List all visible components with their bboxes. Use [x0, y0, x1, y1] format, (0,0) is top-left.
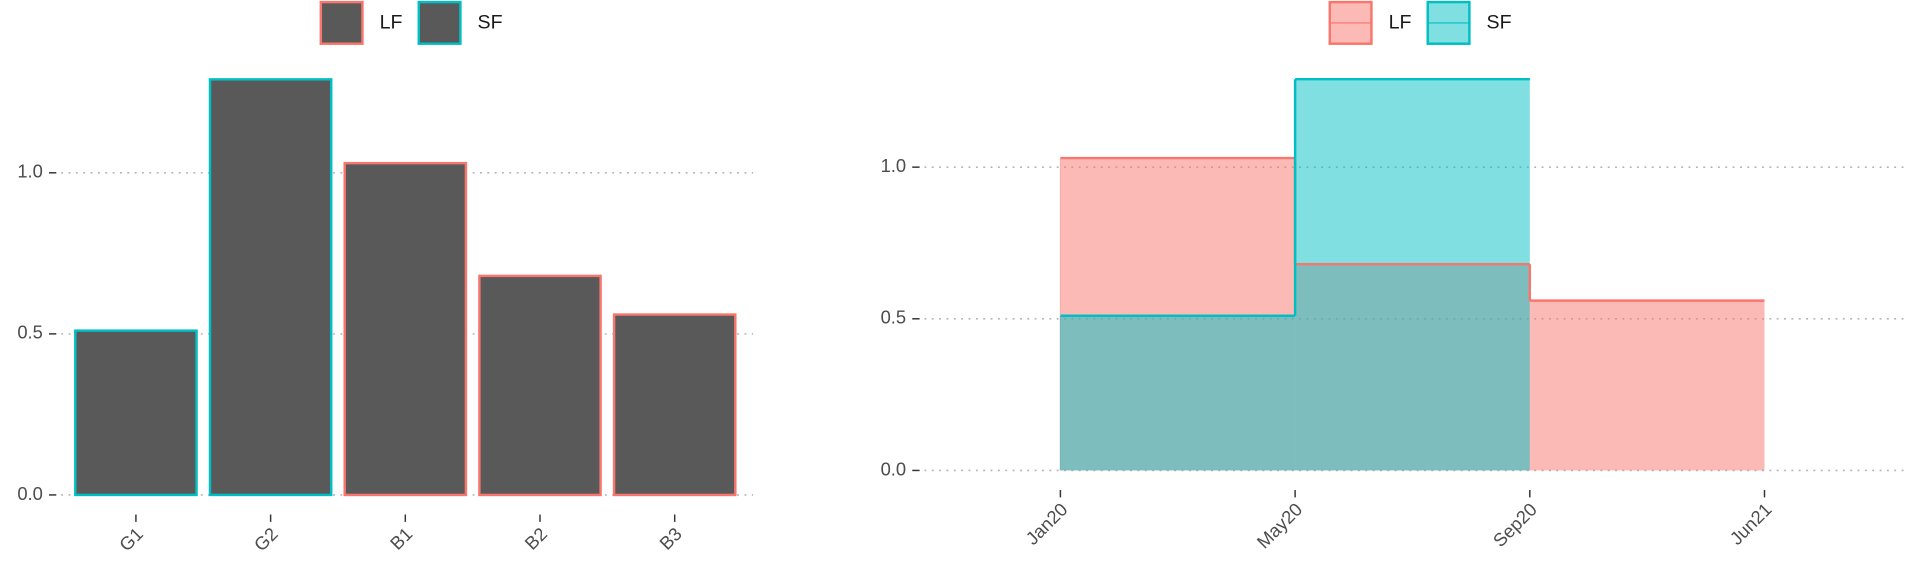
x-tick-label: Sep20	[1489, 499, 1541, 551]
legend-label: LF	[380, 12, 403, 34]
bar	[74, 329, 198, 497]
legend-label: SF	[478, 12, 503, 34]
legend-key	[319, 0, 364, 45]
legend-label: LF	[1389, 12, 1412, 34]
bar	[343, 161, 468, 497]
y-tick-label: 0.0	[17, 483, 43, 504]
y-tick-label: 1.0	[881, 155, 907, 176]
step-area	[1295, 79, 1530, 471]
legend-key	[417, 0, 462, 45]
x-tick-label: B2	[520, 523, 551, 554]
y-tick-label: 0.0	[881, 458, 907, 479]
y-tick-label: 1.0	[17, 161, 43, 182]
bar	[208, 78, 333, 497]
x-tick-label: G2	[250, 523, 282, 555]
x-tick-label: B1	[386, 523, 417, 554]
x-tick-label: Jun21	[1725, 499, 1775, 549]
y-tick-label: 0.5	[17, 322, 43, 343]
step-area	[1529, 300, 1765, 471]
x-tick-label: May20	[1252, 499, 1306, 553]
x-tick-label: G1	[115, 523, 147, 555]
x-tick-label: B3	[655, 523, 686, 554]
y-tick-label: 0.5	[881, 307, 907, 328]
step-area	[1060, 315, 1296, 471]
bar	[478, 274, 602, 497]
x-tick-label: Jan20	[1021, 499, 1071, 549]
legend-label: SF	[1487, 12, 1512, 34]
bar	[612, 313, 737, 497]
